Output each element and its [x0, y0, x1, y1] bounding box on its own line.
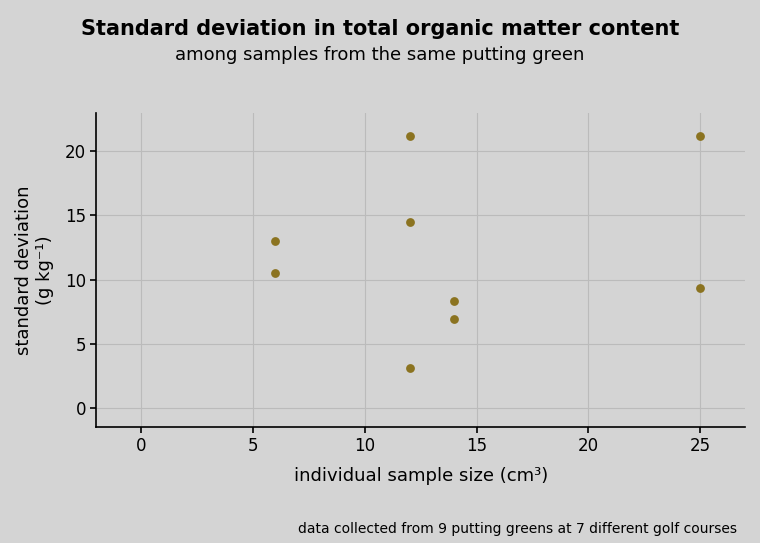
Text: data collected from 9 putting greens at 7 different golf courses: data collected from 9 putting greens at … — [298, 522, 737, 536]
Point — [269, 237, 281, 245]
Point — [269, 269, 281, 277]
Point — [404, 131, 416, 140]
X-axis label: individual sample size (cm³): individual sample size (cm³) — [293, 466, 548, 484]
Point — [404, 364, 416, 372]
Y-axis label: standard deviation
(g kg⁻¹): standard deviation (g kg⁻¹) — [15, 185, 54, 355]
Point — [694, 284, 706, 293]
Point — [694, 131, 706, 140]
Text: among samples from the same putting green: among samples from the same putting gree… — [176, 46, 584, 64]
Text: Standard deviation in total organic matter content: Standard deviation in total organic matt… — [81, 19, 679, 39]
Point — [448, 315, 461, 324]
Point — [448, 297, 461, 306]
Point — [404, 217, 416, 226]
